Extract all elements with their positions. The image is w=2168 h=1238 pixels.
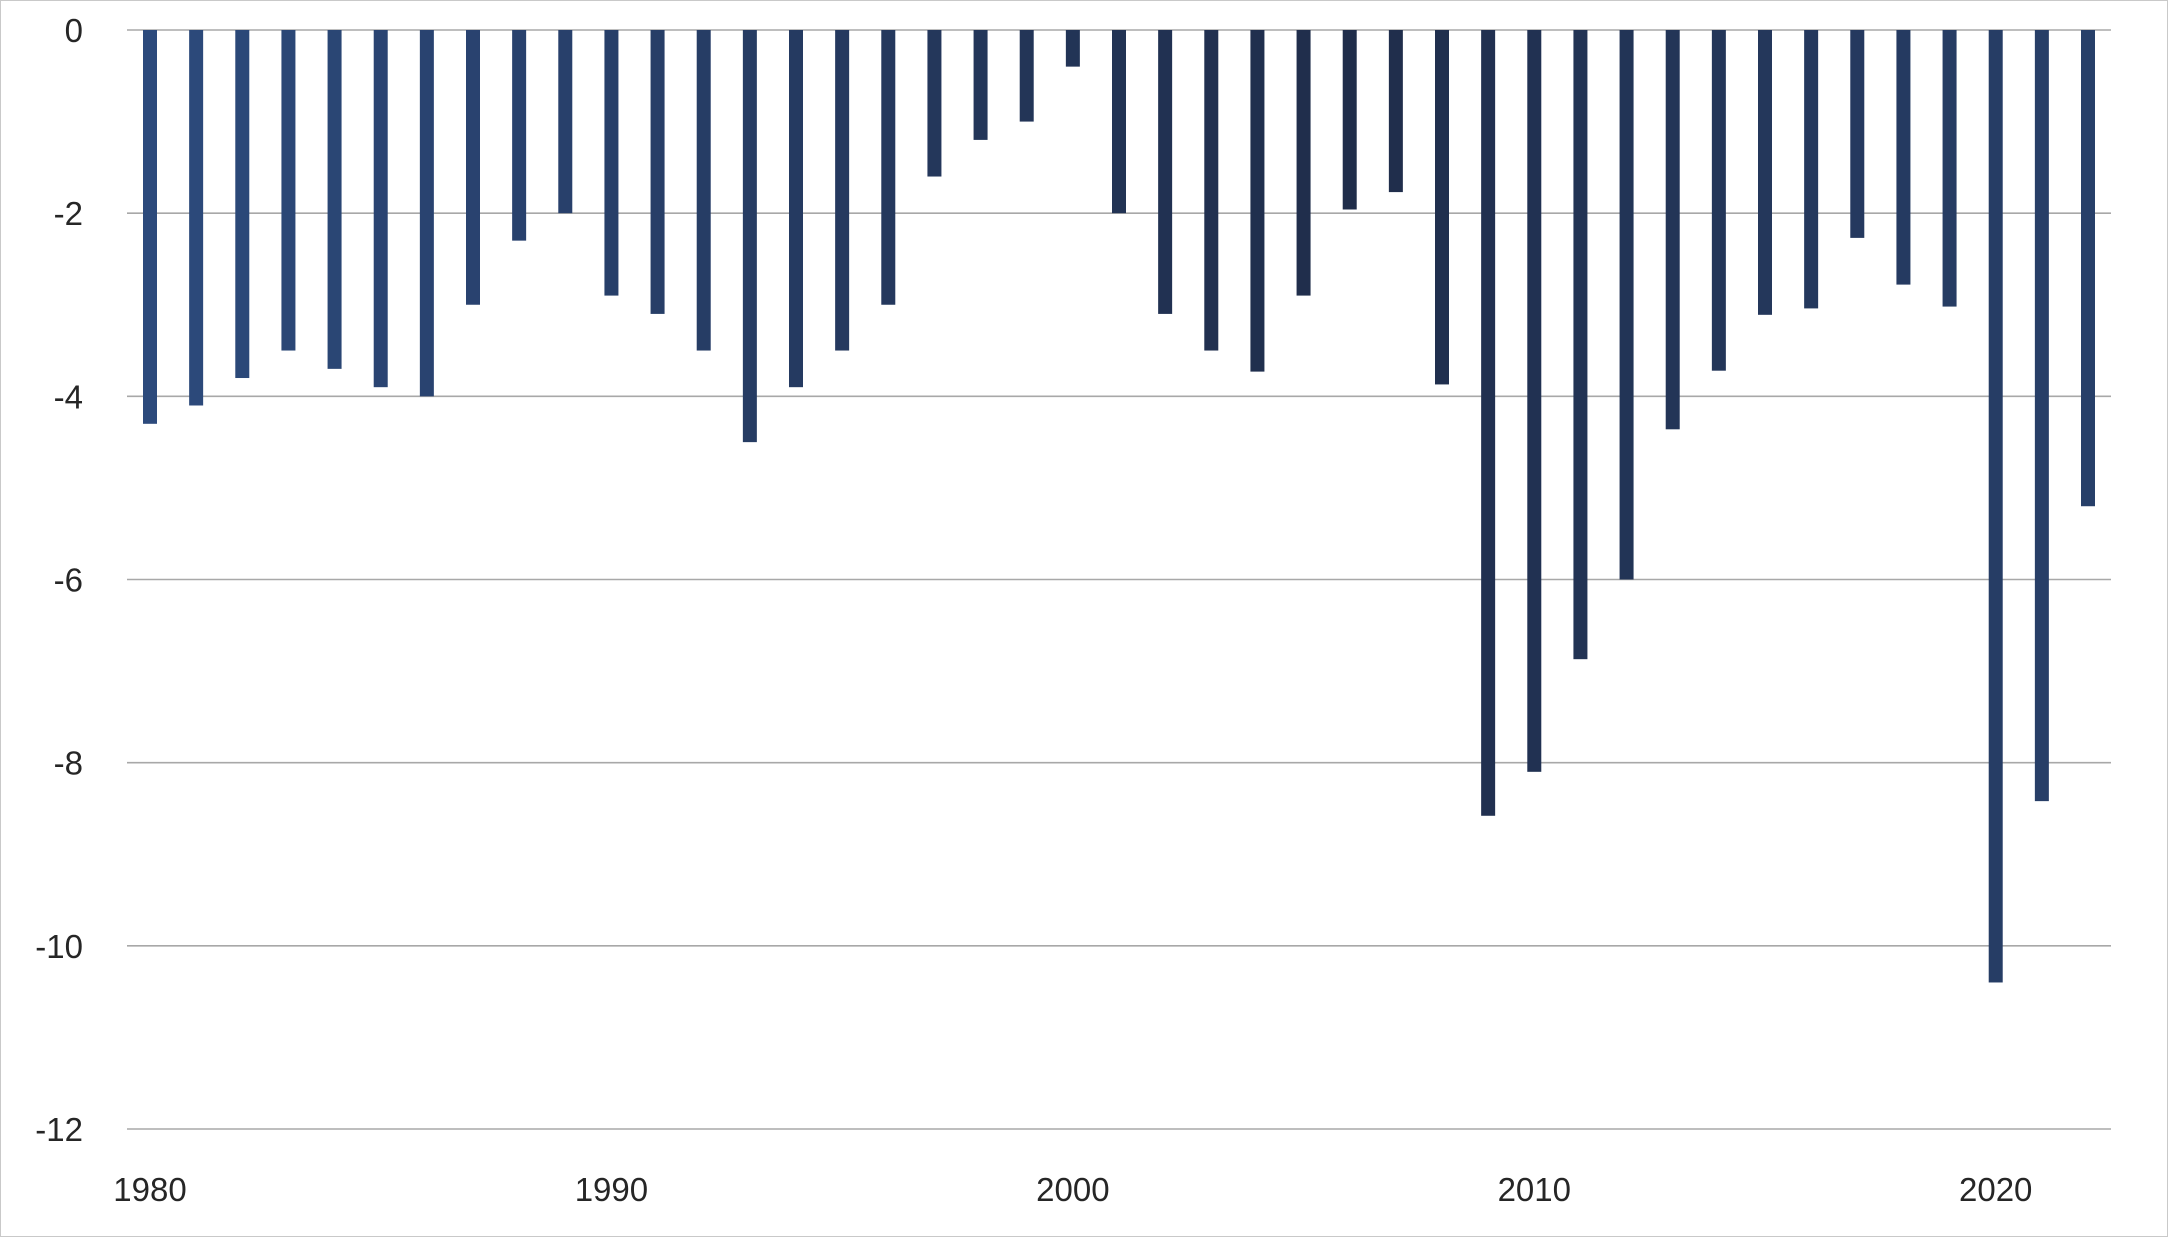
bar-2014 xyxy=(1711,30,1726,371)
bar-1997 xyxy=(927,30,942,177)
gridlines xyxy=(127,29,2111,1130)
bar-1993 xyxy=(742,30,757,443)
bar-1992 xyxy=(696,30,711,351)
bar-2000 xyxy=(1065,30,1080,67)
bar-2020 xyxy=(1988,30,2003,983)
x-tick-label: 2020 xyxy=(1959,1171,2032,1208)
bar-2021 xyxy=(2034,30,2049,802)
bar-2013 xyxy=(1665,30,1680,430)
bar-2007 xyxy=(1388,30,1403,193)
bar-2012 xyxy=(1619,30,1634,580)
bar-2011 xyxy=(1573,30,1588,660)
bar-1982 xyxy=(235,30,250,379)
bar-1999 xyxy=(1019,30,1034,122)
bar-1980 xyxy=(143,30,157,424)
y-tick-label: 0 xyxy=(65,12,83,49)
bar-1998 xyxy=(973,30,988,140)
bar-2001 xyxy=(1112,30,1126,214)
bar-2018 xyxy=(1896,30,1911,285)
bar-2019 xyxy=(1942,30,1957,307)
x-tick-label: 1980 xyxy=(113,1171,186,1208)
bar-1981 xyxy=(189,30,204,406)
bar-1986 xyxy=(419,30,434,397)
bar-2002 xyxy=(1158,30,1173,314)
bars xyxy=(143,30,2095,983)
bar-2010 xyxy=(1527,30,1542,772)
bar-1991 xyxy=(650,30,665,314)
bar-1995 xyxy=(835,30,850,351)
y-axis-ticks: 0 -2 -4 -6 -8 -10 -12 xyxy=(35,12,83,1148)
bar-1985 xyxy=(373,30,388,388)
bar-2003 xyxy=(1204,30,1219,351)
bar-1984 xyxy=(327,30,342,369)
bar-2015 xyxy=(1758,30,1772,315)
x-tick-label: 2000 xyxy=(1036,1171,1109,1208)
bar-2004 xyxy=(1250,30,1265,372)
bar-2006 xyxy=(1342,30,1357,210)
bar-1990 xyxy=(604,30,619,296)
y-tick-label: -4 xyxy=(54,378,83,415)
bar-1994 xyxy=(789,30,803,388)
bar-1987 xyxy=(466,30,480,305)
y-tick-label: -8 xyxy=(54,745,83,782)
y-tick-label: -12 xyxy=(35,1111,83,1148)
bar-2009 xyxy=(1481,30,1496,816)
y-tick-label: -10 xyxy=(35,928,83,965)
bar-2008 xyxy=(1435,30,1449,385)
bar-2016 xyxy=(1804,30,1819,309)
x-tick-label: 1990 xyxy=(575,1171,648,1208)
x-axis-ticks: 1980 1990 2000 2010 2020 xyxy=(113,1171,2032,1208)
bar-1989 xyxy=(558,30,573,214)
x-tick-label: 2010 xyxy=(1498,1171,1571,1208)
y-tick-label: -6 xyxy=(54,562,83,599)
bar-1983 xyxy=(281,30,296,351)
bar-1988 xyxy=(512,30,527,241)
bar-2022 xyxy=(2081,30,2095,507)
bar-1996 xyxy=(881,30,896,305)
bar-2017 xyxy=(1850,30,1865,238)
y-tick-label: -2 xyxy=(54,195,83,232)
bar-2005 xyxy=(1296,30,1311,296)
